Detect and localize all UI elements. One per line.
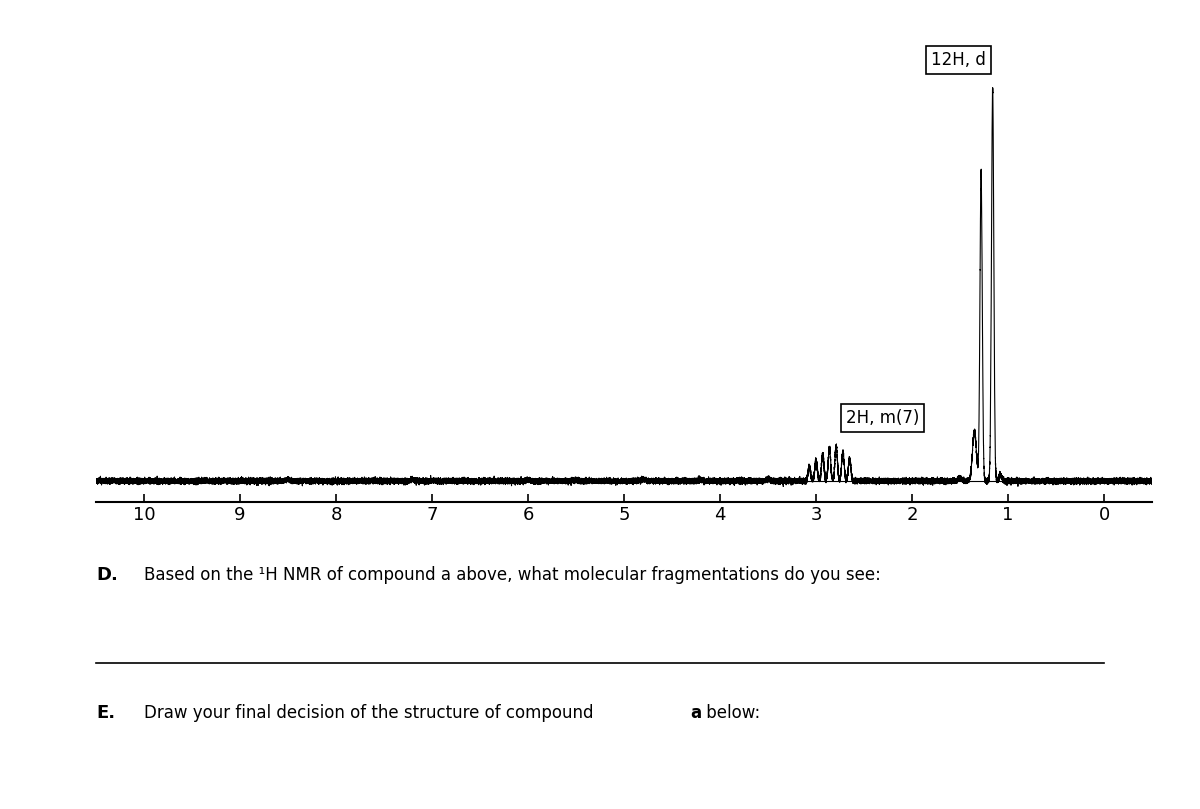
Text: E.: E. <box>96 704 115 722</box>
Text: 2H, m(7): 2H, m(7) <box>846 409 919 427</box>
Text: Draw your final decision of the structure of compound: Draw your final decision of the structur… <box>144 704 599 722</box>
Text: below:: below: <box>701 704 760 722</box>
Text: 12H, d: 12H, d <box>931 51 985 69</box>
Text: a: a <box>690 704 701 722</box>
Text: D.: D. <box>96 566 118 584</box>
Text: Based on the ¹H NMR of compound a above, what molecular fragmentations do you se: Based on the ¹H NMR of compound a above,… <box>144 566 881 584</box>
